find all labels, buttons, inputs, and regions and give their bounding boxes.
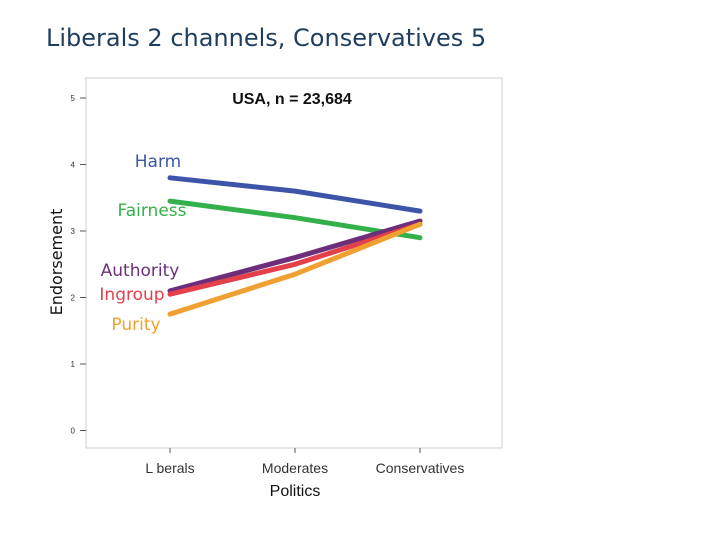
x-tick-label: Conservatives <box>376 460 465 476</box>
x-axis-label: Politics <box>270 483 321 500</box>
y-tick-label: 1 <box>71 360 76 369</box>
series-line-harm <box>167 175 423 214</box>
y-ticks: 0 1 2 3 4 5 <box>71 94 86 436</box>
series-label-ingroup: Ingroup <box>99 285 164 305</box>
series-line-authority <box>167 218 423 294</box>
series-line-ingroup <box>167 221 423 297</box>
y-tick-label: 2 <box>71 294 76 303</box>
y-axis-label: Endorsement <box>47 209 66 316</box>
y-tick-label: 0 <box>71 427 76 436</box>
y-tick-label: 5 <box>71 94 76 103</box>
series-labels: Harm Fairness Authority Ingroup Purity <box>99 152 186 335</box>
series-lines <box>167 175 423 317</box>
series-label-fairness: Fairness <box>118 201 187 221</box>
series-label-harm: Harm <box>135 152 181 172</box>
series-line-purity <box>167 221 423 317</box>
chart-title: USA, n = 23,684 <box>232 91 352 108</box>
x-tick-label: Moderates <box>262 460 328 476</box>
series-label-authority: Authority <box>101 261 180 281</box>
y-tick-label: 4 <box>71 161 76 170</box>
series-label-purity: Purity <box>111 315 160 335</box>
y-tick-label: 3 <box>71 227 76 236</box>
x-tick-label: L berals <box>145 460 194 476</box>
x-ticks: L berals Moderates Conservatives <box>145 448 464 476</box>
slide-title: Liberals 2 channels, Conservatives 5 <box>46 24 487 52</box>
